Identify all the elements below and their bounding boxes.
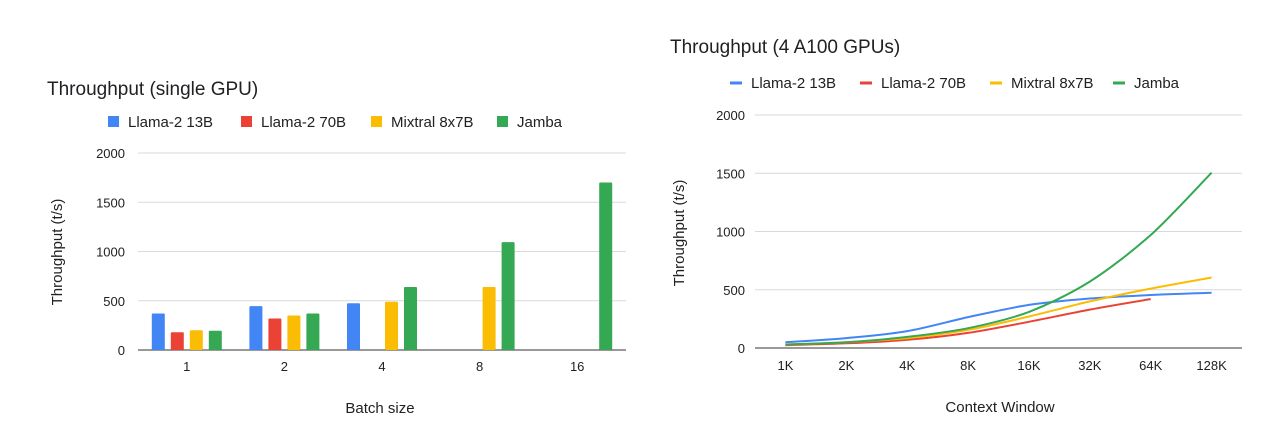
y-tick-label: 2000 <box>96 146 125 161</box>
series-line-llama-2-70b <box>785 298 1151 347</box>
line-chart-series <box>785 171 1213 347</box>
line-chart-y-axis-label: Throughput (t/s) <box>671 180 688 287</box>
legend-label-llama-2-13b: Llama-2 13B <box>128 114 213 131</box>
legend-swatch-llama-2-70b <box>241 116 252 127</box>
y-tick-label: 0 <box>738 341 745 356</box>
line-chart-x-axis-label: Context Window <box>945 399 1054 416</box>
legend-label-llama-2-70b: Llama-2 70B <box>261 114 346 131</box>
line-chart-y-ticks: 0 500 1000 1500 2000 <box>716 108 745 356</box>
y-tick-label: 0 <box>118 343 125 358</box>
bar-jamba-2 <box>306 313 320 350</box>
bar-chart-legend: Llama-2 13B Llama-2 70B Mixtral 8x7B Jamba <box>108 114 563 131</box>
line-chart-x-ticks: 1K 2K 4K 8K 16K 32K 64K 128K <box>777 358 1227 373</box>
x-tick-label: 128K <box>1196 358 1227 373</box>
x-tick-label: 4 <box>378 359 385 374</box>
y-tick-label: 500 <box>103 294 125 309</box>
legend-label-jamba: Jamba <box>517 114 563 131</box>
x-tick-label: 2K <box>838 358 854 373</box>
bar-mixtral-8x7b-4 <box>385 301 398 350</box>
bar-llama-2-13b-4 <box>347 303 360 350</box>
bar-llama-2-13b-1 <box>151 313 165 350</box>
bar-chart-title: Throughput (single GPU) <box>47 79 258 100</box>
bar-llama-2-70b-1 <box>170 332 184 350</box>
y-tick-label: 1500 <box>716 166 745 181</box>
bar-jamba-4 <box>404 286 417 350</box>
bar-chart-x-axis-label: Batch size <box>345 400 414 417</box>
bar-jamba-8 <box>501 242 515 350</box>
bar-jamba-16 <box>599 182 613 350</box>
legend-swatch-jamba <box>497 116 508 127</box>
bar-chart-bars <box>151 182 613 350</box>
x-tick-label: 2 <box>281 359 288 374</box>
x-tick-label: 8K <box>960 358 976 373</box>
y-tick-label: 2000 <box>716 108 745 123</box>
line-chart-legend: Llama-2 13B Llama-2 70B Mixtral 8x7B Jamba <box>730 75 1180 92</box>
bar-llama-2-13b-2 <box>249 306 263 350</box>
y-tick-label: 1500 <box>96 195 125 210</box>
legend-label-mixtral-8x7b: Mixtral 8x7B <box>391 114 474 131</box>
legend-label-llama-2-70b: Llama-2 70B <box>881 75 966 92</box>
bar-chart-x-ticks: 1 2 4 8 16 <box>183 359 584 374</box>
legend-label-llama-2-13b: Llama-2 13B <box>751 75 836 92</box>
series-line-llama-2-13b <box>785 291 1212 344</box>
x-tick-label: 4K <box>899 358 915 373</box>
bar-jamba-1 <box>208 330 222 350</box>
line-chart-4-a100: Throughput (4 A100 GPUs) Llama-2 13B Llam… <box>670 37 1242 416</box>
bar-chart-y-axis-label: Throughput (t/s) <box>49 199 66 306</box>
x-tick-label: 16K <box>1017 358 1040 373</box>
x-tick-label: 32K <box>1078 358 1101 373</box>
legend-swatch-mixtral-8x7b <box>371 116 382 127</box>
legend-label-jamba: Jamba <box>1134 75 1180 92</box>
line-chart-gridlines <box>755 114 1242 349</box>
bar-chart-gridlines <box>138 152 626 351</box>
x-tick-label: 1K <box>777 358 793 373</box>
series-line-jamba <box>785 171 1213 346</box>
y-tick-label: 500 <box>723 283 745 298</box>
line-chart-title: Throughput (4 A100 GPUs) <box>670 37 900 58</box>
legend-label-mixtral-8x7b: Mixtral 8x7B <box>1011 75 1094 92</box>
x-tick-label: 8 <box>476 359 483 374</box>
bar-mixtral-8x7b-2 <box>287 315 301 350</box>
y-tick-label: 1000 <box>96 245 125 260</box>
x-tick-label: 1 <box>183 359 190 374</box>
bar-mixtral-8x7b-1 <box>189 330 203 350</box>
x-tick-label: 16 <box>570 359 584 374</box>
bar-mixtral-8x7b-8 <box>482 286 496 350</box>
legend-swatch-llama-2-13b <box>108 116 119 127</box>
bar-chart-y-ticks: 0 500 1000 1500 2000 <box>96 146 125 358</box>
x-tick-label: 64K <box>1139 358 1162 373</box>
bar-chart-single-gpu: Throughput (single GPU) Llama-2 13B Llama… <box>47 79 626 417</box>
y-tick-label: 1000 <box>716 225 745 240</box>
bar-llama-2-70b-2 <box>268 318 282 350</box>
